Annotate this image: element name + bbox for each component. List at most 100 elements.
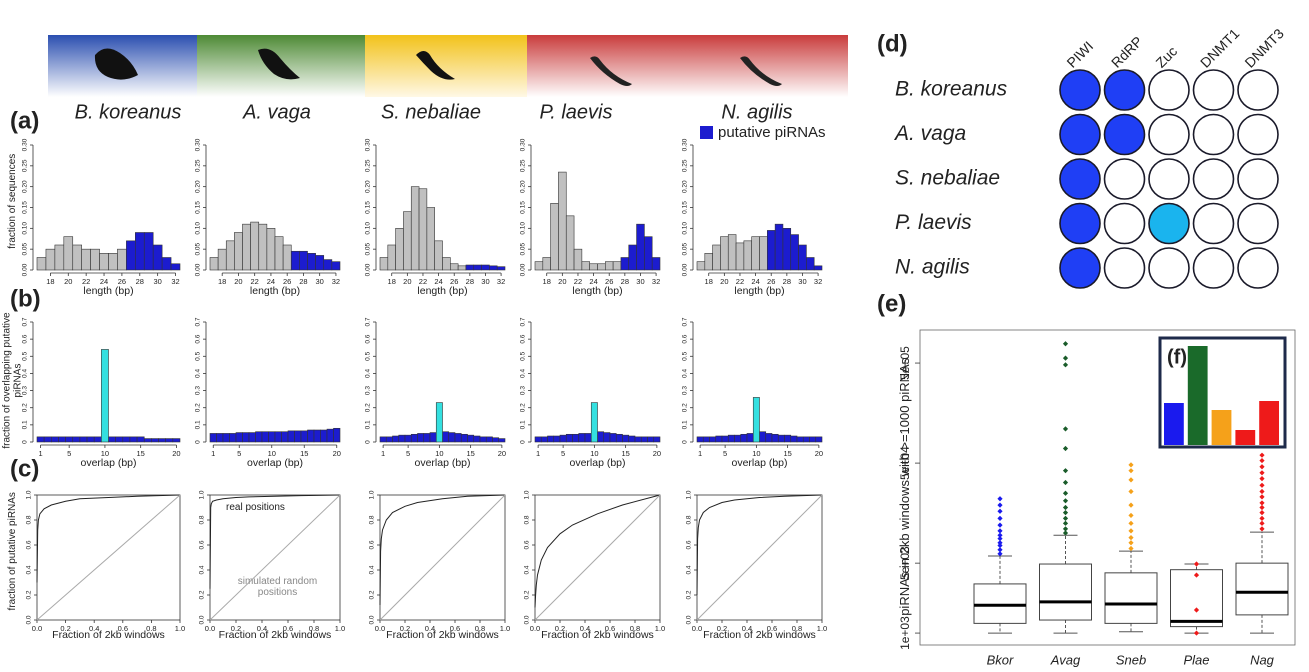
x-tick-label: 20	[333, 449, 341, 458]
bar	[153, 245, 162, 270]
bar	[94, 437, 101, 442]
y-tick-label: 0.5	[195, 351, 202, 360]
outlier	[1259, 510, 1264, 515]
bar	[703, 437, 709, 442]
bar	[66, 437, 73, 442]
cumulative-line	[37, 495, 180, 620]
y-tick-label: 0.00	[195, 263, 202, 276]
bar	[497, 267, 505, 270]
bar	[51, 437, 58, 442]
bar	[116, 437, 123, 442]
y-tick-label: 0.30	[365, 138, 372, 151]
bar	[747, 433, 753, 442]
bar	[623, 435, 629, 442]
bar	[251, 222, 259, 270]
y-tick-label: 0.4	[520, 369, 527, 378]
bar	[126, 241, 135, 270]
bar	[775, 224, 783, 270]
bar	[269, 432, 276, 442]
bar	[566, 434, 572, 442]
bar	[705, 253, 713, 270]
bar	[419, 189, 427, 270]
presence-circle	[1060, 70, 1100, 110]
bar	[301, 431, 308, 442]
bar	[1164, 403, 1184, 445]
bar	[173, 439, 180, 442]
outlier	[1063, 480, 1068, 485]
x-tick-label: 0.0	[375, 624, 385, 633]
y-tick-label: 0.20	[520, 180, 527, 193]
bar	[159, 439, 166, 442]
outlier	[1259, 453, 1264, 458]
bar	[259, 224, 267, 270]
presence-circle	[1238, 70, 1278, 110]
x-tick-label: 5	[723, 449, 727, 458]
bar	[44, 437, 51, 442]
x-tick-label: 1	[698, 449, 702, 458]
bar	[816, 437, 822, 442]
y-tick-label: 0.05	[22, 242, 29, 255]
y-tick-label: 0.00	[520, 263, 527, 276]
bar	[713, 245, 721, 270]
presence-circle	[1149, 159, 1189, 199]
category-label: Bkor	[987, 652, 1014, 667]
bar	[262, 432, 269, 442]
y-tick-label: 0.2	[369, 590, 376, 599]
x-tick-label: 1.0	[335, 624, 345, 633]
bar	[585, 433, 591, 442]
x-tick-label: 20	[558, 277, 566, 286]
bar	[797, 437, 803, 442]
presence-circle	[1194, 204, 1234, 244]
panel-label: (f)	[1167, 346, 1187, 368]
bar	[455, 433, 461, 442]
bar	[716, 436, 722, 442]
x-axis-label: Fraction of 2kb windows	[52, 629, 165, 641]
species-label: P. laevis	[895, 211, 972, 234]
outlier	[1063, 510, 1068, 515]
bar	[166, 439, 173, 442]
bar	[314, 430, 321, 442]
outlier	[1063, 362, 1068, 367]
panel-label: (d)	[877, 30, 908, 57]
x-axis-label: Fraction of 2kb windows	[703, 629, 816, 641]
x-tick-label: 32	[652, 277, 660, 286]
x-tick-label: 1	[38, 449, 42, 458]
outlier	[1128, 513, 1133, 518]
outlier	[1194, 607, 1199, 612]
y-axis-label: fraction of overlapping putative piRNAs	[3, 311, 24, 451]
y-tick-label: 0.3	[520, 386, 527, 395]
bar	[217, 433, 224, 442]
bar	[629, 245, 637, 270]
y-tick-label: 0.8	[686, 515, 693, 524]
x-tick-label: 18	[218, 277, 226, 286]
legend-swatch	[700, 126, 713, 139]
x-axis-label: overlap (bp)	[569, 457, 625, 469]
bar	[332, 262, 340, 270]
y-tick-label: 0.4	[195, 369, 202, 378]
outlier	[1063, 446, 1068, 451]
outlier	[1259, 476, 1264, 481]
bar	[256, 432, 263, 442]
bar	[728, 235, 736, 270]
bar	[130, 437, 137, 442]
species-title: N. agilis	[721, 101, 792, 123]
y-tick-label: 0.6	[524, 540, 531, 549]
y-tick-label: 0.6	[686, 540, 693, 549]
y-tick-label: 0.5	[520, 351, 527, 360]
bar	[710, 437, 716, 442]
bar	[449, 433, 455, 442]
bar	[637, 224, 645, 270]
bar	[728, 435, 734, 442]
bar	[641, 437, 647, 442]
bar	[604, 433, 610, 442]
outlier	[1063, 526, 1068, 531]
outlier	[1128, 468, 1133, 473]
outlier	[1063, 468, 1068, 473]
bar	[291, 251, 299, 270]
outlier	[1259, 505, 1264, 510]
bar	[814, 266, 822, 270]
species-title: B. koreanus	[75, 101, 182, 123]
outlier	[1194, 561, 1199, 566]
bar	[321, 430, 328, 442]
bar	[598, 432, 604, 442]
